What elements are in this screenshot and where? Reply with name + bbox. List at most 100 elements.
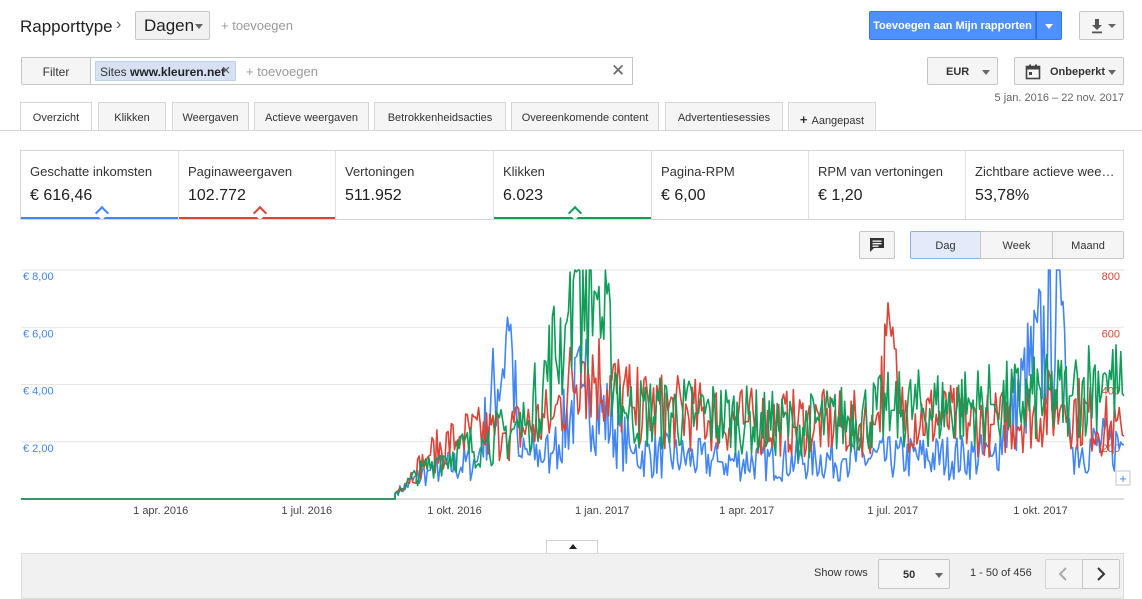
date-range-dropdown[interactable]: Onbeperkt [1014,57,1124,85]
clear-filter-icon[interactable]: ✕ [611,61,626,80]
table-toolbar [21,553,1124,599]
tab-aangepast[interactable]: + Aangepast [788,102,876,130]
tab-label: Weergaven [182,112,239,124]
plus-icon: + [799,112,808,127]
period-day-button[interactable]: Dag [910,231,981,259]
scorecard-paginaweergaven[interactable]: Paginaweergaven 102.772 [179,151,336,219]
tab-label: Aangepast [811,115,865,127]
y-axis-left-labels: € 2,00 € 4,00 € 6,00 € 8,00 [23,271,54,455]
scorecard-value: 6.023 [503,187,544,204]
show-rows-label: Show rows [814,567,868,579]
scorecard-label: Geschatte inkomsten [30,164,153,179]
dimension-value: Dagen [144,16,195,35]
pagination-info: 1 - 50 of 456 [970,567,1032,579]
next-page-button[interactable] [1082,559,1120,589]
scorecard-vertoningen[interactable]: Vertoningen 511.952 [336,151,494,219]
x-tick-label: 1 jan. 2017 [575,505,629,517]
scorecard-value: 511.952 [345,187,402,204]
comment-icon [870,238,884,252]
tab-overeenkomende-content[interactable]: Overeenkomende content [511,102,659,130]
add-dimension-link[interactable]: + toevoegen [221,18,293,33]
filter-chip-sites[interactable]: Sites www.kleuren.net [95,61,236,81]
x-tick-label: 1 apr. 2016 [133,505,188,517]
x-tick-label: 1 okt. 2017 [1013,505,1067,517]
scorecard-label: Pagina-RPM [661,164,735,179]
scorecard-geschatte-inkomsten[interactable]: Geschatte inkomsten € 616,46 [21,151,179,219]
tab-label: Klikken [114,112,150,124]
scorecard-pagina-rpm[interactable]: Pagina-RPM € 6,00 [652,151,809,219]
scorecard-rpm-van-vertoningen[interactable]: RPM van vertoningen € 1,20 [809,151,966,219]
collapse-chart-button[interactable] [546,540,598,554]
currency-dropdown[interactable]: EUR [927,57,998,85]
calendar-icon [1025,64,1041,80]
rows-per-page-value: 50 [903,569,916,581]
chevron-left-icon [1058,567,1067,581]
chevron-right-icon: › [116,16,122,33]
series-line-2 [21,269,1125,500]
report-type-label: Rapporttype [20,17,113,36]
annotations-button[interactable] [859,231,895,259]
scorecard-zichtbare-actieve-weergaven[interactable]: Zichtbare actieve wee… 53,78% [966,151,1123,219]
y-right-tick-label: 200 [1102,443,1120,455]
chart-series [21,269,1125,500]
tab-label: Actieve weergaven [265,112,358,124]
tab-klikken[interactable]: Klikken [98,102,166,130]
close-icon[interactable]: × [221,62,231,79]
scorecard-label: RPM van vertoningen [818,164,944,179]
zoom-button[interactable] [1115,470,1131,486]
tabs-divider [0,130,1142,131]
x-tick-label: 1 okt. 2016 [427,505,481,517]
chevron-right-icon [1097,567,1106,581]
filter-button[interactable]: Filter [21,57,91,85]
y-left-tick-label: € 2,00 [23,443,54,455]
tab-label: Overeenkomende content [521,112,649,124]
scorecard-value: € 6,00 [661,187,706,204]
tab-overzicht[interactable]: Overzicht [20,102,92,131]
add-report-menu-button[interactable] [1036,11,1062,40]
tab-actieve-weergaven[interactable]: Actieve weergaven [254,102,369,130]
scorecard-klikken[interactable]: Klikken 6.023 [494,151,652,219]
y-left-tick-label: € 4,00 [23,386,54,398]
tab-label: Overzicht [32,112,80,124]
caret-up-icon [569,544,577,549]
caret-down-icon [1108,70,1116,75]
series-line-1 [21,301,1125,500]
x-tick-label: 1 jul. 2016 [281,505,332,517]
plus-icon: + [1119,471,1127,486]
period-week-button[interactable]: Week [980,231,1053,259]
date-range-text: 5 jan. 2016 – 22 nov. 2017 [994,92,1124,104]
tab-label: Advertentiesessies [677,112,771,124]
scorecard-value: € 616,46 [30,187,93,204]
add-to-my-reports-button[interactable]: Toevoegen aan Mijn rapporten [869,11,1036,40]
scorecard-value: 102.772 [188,187,246,204]
tab-label: Betrokkenheidsacties [387,112,493,124]
scorecards: Geschatte inkomsten € 616,46 Paginaweerg… [20,150,1124,220]
filter-add-link[interactable]: + toevoegen [246,64,318,79]
caret-down-icon [195,24,203,29]
scorecard-label: Klikken [503,164,545,179]
y-right-tick-label: 600 [1102,328,1120,340]
y-right-tick-label: 800 [1102,271,1120,283]
caret-down-icon [935,573,943,578]
previous-page-button[interactable] [1045,559,1083,589]
scorecard-value: € 1,20 [818,187,863,204]
filter-chip-prefix: Sites [100,65,127,79]
tab-betrokkenheidsacties[interactable]: Betrokkenheidsacties [374,102,506,130]
tab-weergaven[interactable]: Weergaven [172,102,249,130]
filter-chip-value: www.kleuren.net [130,65,225,79]
period-month-button[interactable]: Maand [1052,231,1124,259]
currency-value: EUR [946,66,970,78]
date-range-label: Onbeperkt [1050,66,1106,78]
download-button[interactable] [1079,11,1124,40]
scorecard-label: Paginaweergaven [188,164,293,179]
scorecard-value: 53,78% [975,187,1030,204]
rows-per-page-dropdown[interactable]: 50 [878,559,950,589]
scorecard-label: Vertoningen [345,164,415,179]
x-axis-labels: 1 apr. 2016 1 jul. 2016 1 okt. 2016 1 jan. … [133,505,1068,517]
dimension-dropdown[interactable]: Dagen [135,11,210,40]
y-left-tick-label: € 8,00 [23,271,54,283]
tab-advertentiesessies[interactable]: Advertentiesessies [665,102,783,130]
x-tick-label: 1 apr. 2017 [719,505,774,517]
download-icon [1092,19,1116,34]
